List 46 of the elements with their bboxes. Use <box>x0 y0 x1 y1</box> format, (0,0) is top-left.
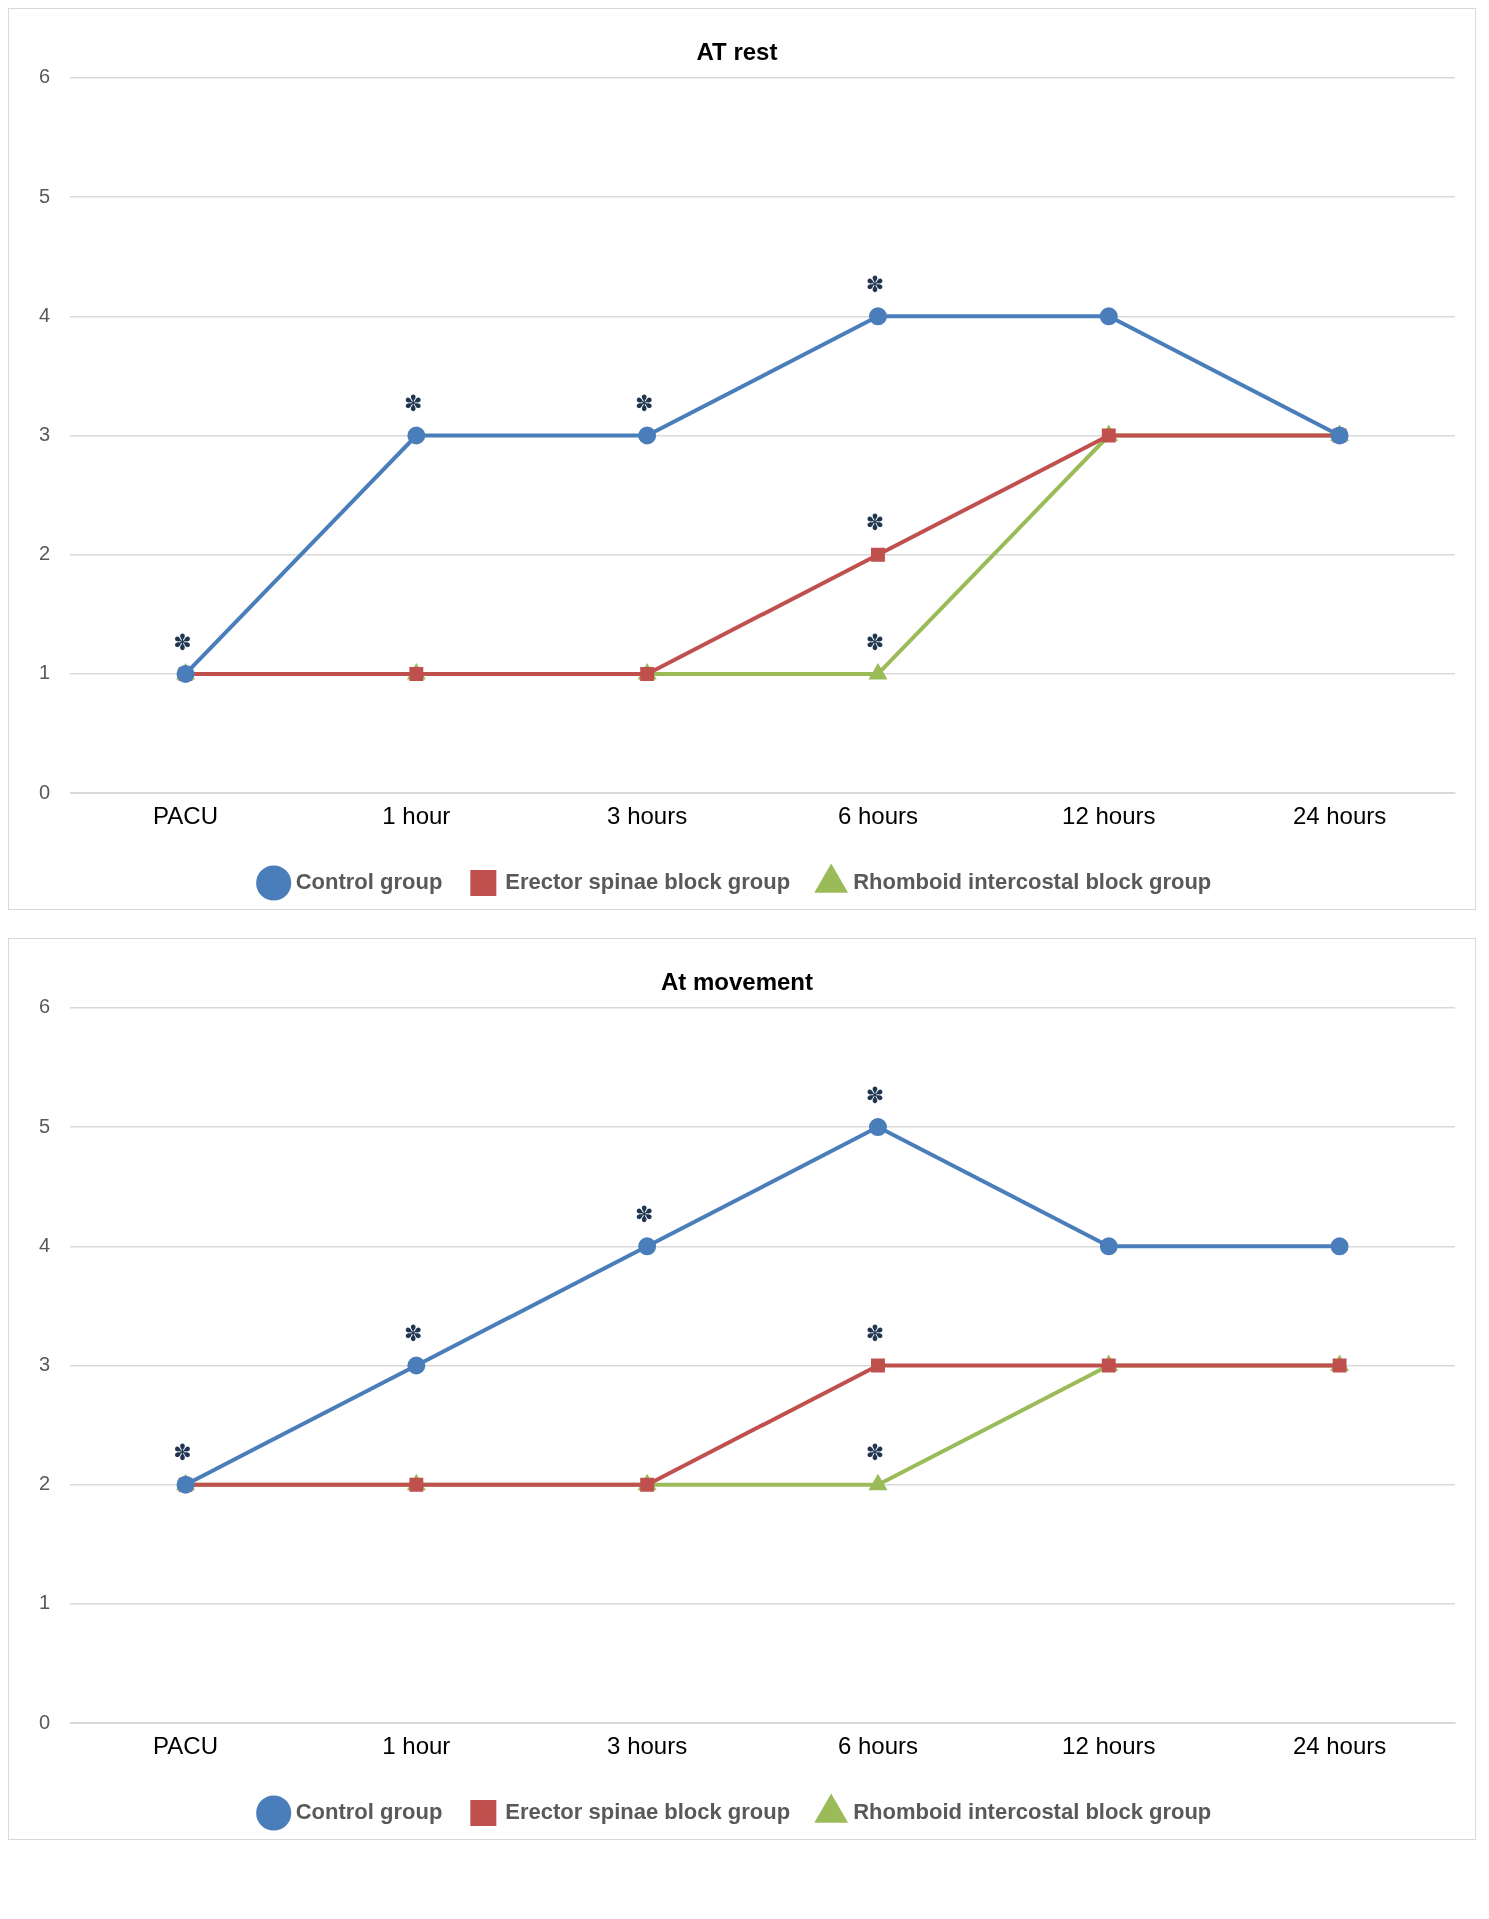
y-tick-label: 4 <box>39 303 51 326</box>
y-tick-label: 3 <box>39 1353 51 1376</box>
x-tick-label: 1 hour <box>382 802 451 830</box>
annotation: ✽ <box>634 1201 654 1227</box>
legend-label: Control group <box>295 1799 443 1825</box>
annotation: ✽ <box>404 1321 423 1347</box>
annotation: ✽ <box>404 391 423 417</box>
y-tick-label: 6 <box>39 65 51 88</box>
legend-label: Rhomboid intercostal block group <box>853 869 1212 895</box>
y-tick-label: 4 <box>39 1233 51 1256</box>
y-tick-label: 0 <box>39 780 51 803</box>
x-tick-label: PACU <box>153 1732 218 1760</box>
legend-label: Erector spinae block group <box>505 869 791 895</box>
y-tick-label: 5 <box>39 184 51 207</box>
annotation: ✽ <box>634 391 654 417</box>
legend-label: Erector spinae block group <box>505 1799 791 1825</box>
x-tick-label: 6 hours <box>837 1732 918 1760</box>
y-tick-label: 1 <box>39 661 51 684</box>
annotation: ✽ <box>865 271 885 297</box>
chart-title: AT rest <box>696 38 778 66</box>
y-tick-label: 1 <box>39 1591 51 1614</box>
x-tick-label: 12 hours <box>1062 802 1156 830</box>
y-tick-label: 5 <box>39 1114 51 1137</box>
x-tick-label: 3 hours <box>607 802 688 830</box>
x-tick-label: 1 hour <box>382 1732 451 1760</box>
legend-label: Rhomboid intercostal block group <box>853 1799 1212 1825</box>
annotation: ✽ <box>865 1082 885 1108</box>
x-tick-label: 24 hours <box>1292 802 1387 830</box>
chart-title: At movement <box>660 968 814 996</box>
annotation: ✽ <box>865 510 885 536</box>
legend-label: Control group <box>295 869 443 895</box>
annotation: ✽ <box>865 1321 885 1347</box>
annotation: ✽ <box>865 629 885 655</box>
annotation: ✽ <box>865 1440 885 1466</box>
y-tick-label: 3 <box>39 423 51 446</box>
y-tick-label: 0 <box>39 1710 51 1733</box>
y-tick-label: 6 <box>39 995 51 1018</box>
x-tick-label: 6 hours <box>837 802 918 830</box>
x-tick-label: 24 hours <box>1292 1732 1387 1760</box>
annotation: ✽ <box>173 629 192 655</box>
y-tick-label: 2 <box>39 1472 51 1495</box>
x-tick-label: 12 hours <box>1062 1732 1156 1760</box>
x-tick-label: PACU <box>153 802 218 830</box>
x-tick-label: 3 hours <box>607 1732 688 1760</box>
y-tick-label: 2 <box>39 542 51 565</box>
annotation: ✽ <box>173 1440 192 1466</box>
